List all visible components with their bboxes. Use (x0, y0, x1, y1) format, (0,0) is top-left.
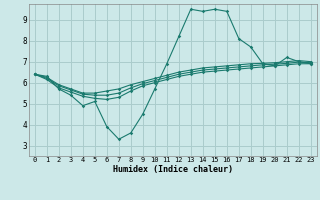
X-axis label: Humidex (Indice chaleur): Humidex (Indice chaleur) (113, 165, 233, 174)
